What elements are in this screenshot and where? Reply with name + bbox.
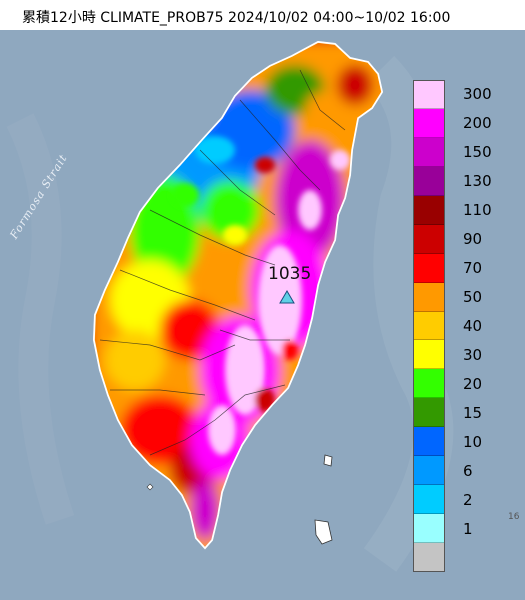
legend-swatch xyxy=(413,311,445,341)
legend-label: 300 xyxy=(463,85,492,104)
legend-swatch xyxy=(413,195,445,225)
map-title: 累積12小時 CLIMATE_PROB75 2024/10/02 04:00~1… xyxy=(22,10,451,26)
station-value-label: 1035 xyxy=(268,264,312,284)
legend-swatch xyxy=(413,427,445,457)
legend-swatch xyxy=(413,456,445,486)
edge-note: 16 xyxy=(508,512,520,522)
legend-label: 110 xyxy=(463,201,492,220)
legend-swatch xyxy=(413,108,445,138)
legend-label: 20 xyxy=(463,374,483,393)
legend-label: 10 xyxy=(463,432,483,451)
legend-label: 6 xyxy=(463,461,473,480)
legend-swatch xyxy=(413,253,445,283)
legend-swatch xyxy=(413,80,445,109)
legend-swatch xyxy=(413,369,445,399)
station-marker xyxy=(279,290,295,304)
legend-swatch xyxy=(413,543,445,572)
legend-swatch xyxy=(413,398,445,428)
legend-label: 40 xyxy=(463,317,483,335)
legend-swatch xyxy=(413,166,445,196)
title-bar xyxy=(0,0,525,30)
legend-swatch xyxy=(413,485,445,515)
legend-label: 50 xyxy=(463,288,483,307)
legend-label: 15 xyxy=(463,403,483,422)
legend-label: 200 xyxy=(463,114,492,133)
offshore-islands xyxy=(146,454,333,545)
legend-label: 130 xyxy=(463,172,492,191)
legend-swatch xyxy=(413,340,445,370)
legend-label: 150 xyxy=(463,143,492,162)
legend-swatch xyxy=(413,224,445,254)
legend-label: 70 xyxy=(463,259,483,278)
legend-label: 30 xyxy=(463,345,483,364)
legend-swatch xyxy=(413,514,445,544)
legend-label: 90 xyxy=(463,230,483,249)
legend-swatch xyxy=(413,282,445,312)
legend-label: 1 xyxy=(463,519,473,538)
legend-swatch xyxy=(413,137,445,167)
legend-label: 2 xyxy=(463,490,473,509)
